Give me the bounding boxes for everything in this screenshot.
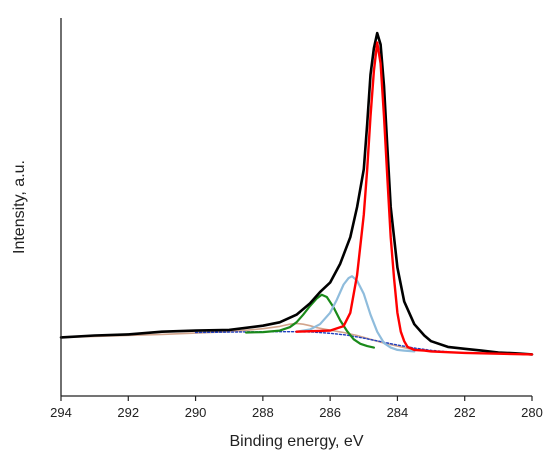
x-tick-label: 280 [521, 405, 543, 420]
series-line-3 [244, 293, 375, 349]
x-tick-label: 286 [319, 405, 341, 420]
x-axis-title: Binding energy, eV [229, 433, 363, 450]
x-axis-ticks: 294 292 290 288 286 284 282 280 [50, 396, 543, 420]
x-tick-label: 284 [387, 405, 409, 420]
x-tick-label: 288 [252, 405, 274, 420]
series-line-4 [60, 322, 533, 356]
x-tick-label: 282 [454, 405, 476, 420]
series-line-1 [295, 41, 534, 356]
x-tick-label: 292 [117, 405, 139, 420]
x-tick-label: 290 [185, 405, 207, 420]
y-axis-title: Intensity, a.u. [11, 160, 28, 254]
series-layer [59, 31, 534, 356]
series-line-0 [59, 31, 534, 356]
x-tick-label: 294 [50, 405, 72, 420]
